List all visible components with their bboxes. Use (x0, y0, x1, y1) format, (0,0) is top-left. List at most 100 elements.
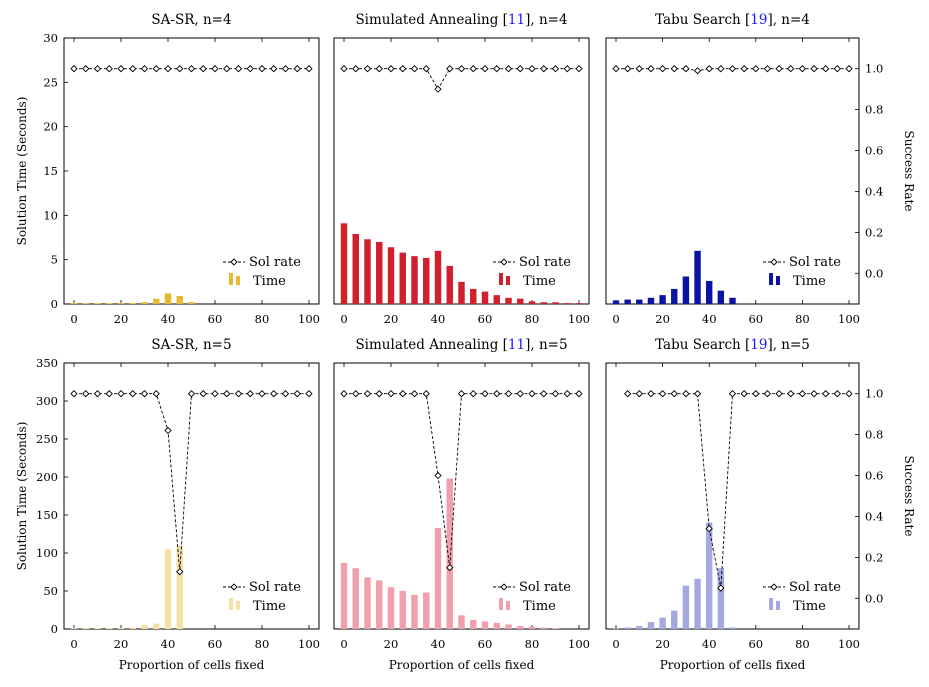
legend-sol-rate-label: Sol rate (249, 255, 301, 270)
time-bar (682, 276, 690, 304)
sol-rate-point (446, 563, 454, 572)
time-bar (528, 301, 536, 304)
legend-time-label: Time (793, 599, 826, 614)
sol-rate-point (82, 65, 90, 73)
time-bar (423, 592, 430, 629)
sol-rate-point (540, 390, 548, 398)
sol-rate-point (246, 65, 254, 73)
time-bar (528, 626, 536, 629)
title-text-end: ], n=5 (767, 337, 809, 353)
time-bar (612, 628, 620, 629)
time-bar (411, 256, 418, 304)
sol-rate-point (152, 65, 160, 73)
sol-rate-point (612, 65, 620, 73)
y-tick-label: 50 (43, 584, 58, 598)
x-tick-label: 0 (70, 637, 77, 651)
sol-rate-point (763, 390, 772, 398)
x-axis-title: Proportion of cells fixed (389, 658, 535, 672)
x-tick-label: 0 (340, 312, 347, 326)
sol-rate-point (481, 390, 489, 398)
chart-panel-2: Simulated Annealing [11], n=4 0 20 40 60 80 10… (333, 12, 590, 326)
sol-rate-point (70, 390, 78, 398)
sol-rate-point (457, 65, 466, 73)
time-bar (624, 299, 631, 304)
sol-rate-point (469, 390, 477, 398)
sol-rate-point (635, 390, 643, 398)
time-bar (552, 628, 559, 629)
time-bar (647, 297, 655, 304)
legend-time-bar-a (769, 598, 773, 610)
sol-rate-point (810, 390, 818, 398)
time-bar (481, 291, 489, 304)
time-bar (70, 628, 78, 629)
sol-rate-point (658, 390, 667, 398)
time-bar (636, 299, 643, 304)
title-text-end: ], n=4 (767, 12, 809, 28)
sol-rate-point (624, 390, 632, 398)
title-citation: 19 (750, 337, 767, 353)
sol-rate-point (705, 65, 713, 73)
sol-rate-point (528, 390, 536, 398)
sol-rate-point (223, 65, 231, 73)
x-tick-label: 100 (838, 637, 860, 651)
sol-rate-point (234, 65, 243, 73)
sol-rate-point (199, 65, 207, 73)
time-bar (694, 578, 701, 629)
time-bar (434, 527, 442, 629)
x-tick-label: 0 (70, 312, 77, 326)
sol-rate-point (775, 65, 783, 73)
sol-rate-point (258, 390, 266, 398)
sol-rate-point (211, 65, 219, 73)
sol-rate-point (740, 390, 748, 398)
time-bar (517, 298, 524, 304)
legend-sol-rate-label: Sol rate (789, 580, 841, 595)
time-bar (458, 281, 465, 304)
x-tick-label: 100 (298, 312, 320, 326)
sol-rate-point (787, 65, 795, 73)
sol-rate-point (187, 65, 196, 73)
x-tick-label: 20 (114, 637, 129, 651)
sol-rate-point (682, 390, 690, 398)
time-bar (399, 591, 406, 629)
sol-rate-point (563, 65, 571, 73)
chart-panel-3: Tabu Search [19], n=4 0 20 40 60 80 100 0.0 0.2 0… (605, 12, 916, 326)
y2-tick-label: 0.6 (865, 144, 883, 158)
sol-rate-point (363, 65, 372, 73)
x-tick-label: 60 (748, 312, 763, 326)
sol-rate-point (787, 390, 795, 398)
x-tick-label: 80 (255, 312, 270, 326)
title-text: Simulated Annealing [ (355, 337, 507, 353)
x-tick-label: 40 (161, 637, 176, 651)
time-bar (106, 628, 113, 629)
time-bar (106, 303, 113, 304)
sol-rate-point (551, 390, 560, 398)
time-bar (671, 288, 678, 304)
time-bar (481, 621, 489, 629)
title-text: SA-SR, n=5 (151, 337, 231, 353)
title-citation: 11 (508, 337, 525, 353)
time-bar (446, 265, 453, 304)
sol-rate-point (270, 65, 278, 73)
sol-rate-point (516, 65, 524, 73)
time-bar (117, 628, 125, 629)
sol-rate-point (129, 65, 137, 73)
sol-rate-point (352, 65, 360, 73)
x-tick-label: 0 (612, 312, 619, 326)
time-bar (164, 293, 172, 304)
sol-rate-point (516, 390, 524, 398)
x-tick-label: 0 (340, 637, 347, 651)
chart-panel-4: SA-SR, n=5 0 20 40 60 80 100 0 50 100 150 200 250 300… (15, 337, 320, 672)
y2-tick-label: 0.6 (865, 469, 883, 483)
sol-rate-point (457, 390, 466, 398)
sol-rate-point (434, 85, 442, 93)
x-tick-label: 40 (702, 312, 717, 326)
time-bar (352, 568, 359, 629)
legend-time-bar-a (769, 273, 773, 285)
time-bar (153, 623, 160, 629)
sol-rate-point (258, 65, 266, 73)
time-bar (352, 233, 359, 304)
y-axis-title: Solution Time (Seconds) (15, 422, 29, 571)
time-bar (493, 295, 500, 304)
sol-rate-point (728, 390, 737, 398)
legend-time-bar-b (776, 601, 780, 610)
